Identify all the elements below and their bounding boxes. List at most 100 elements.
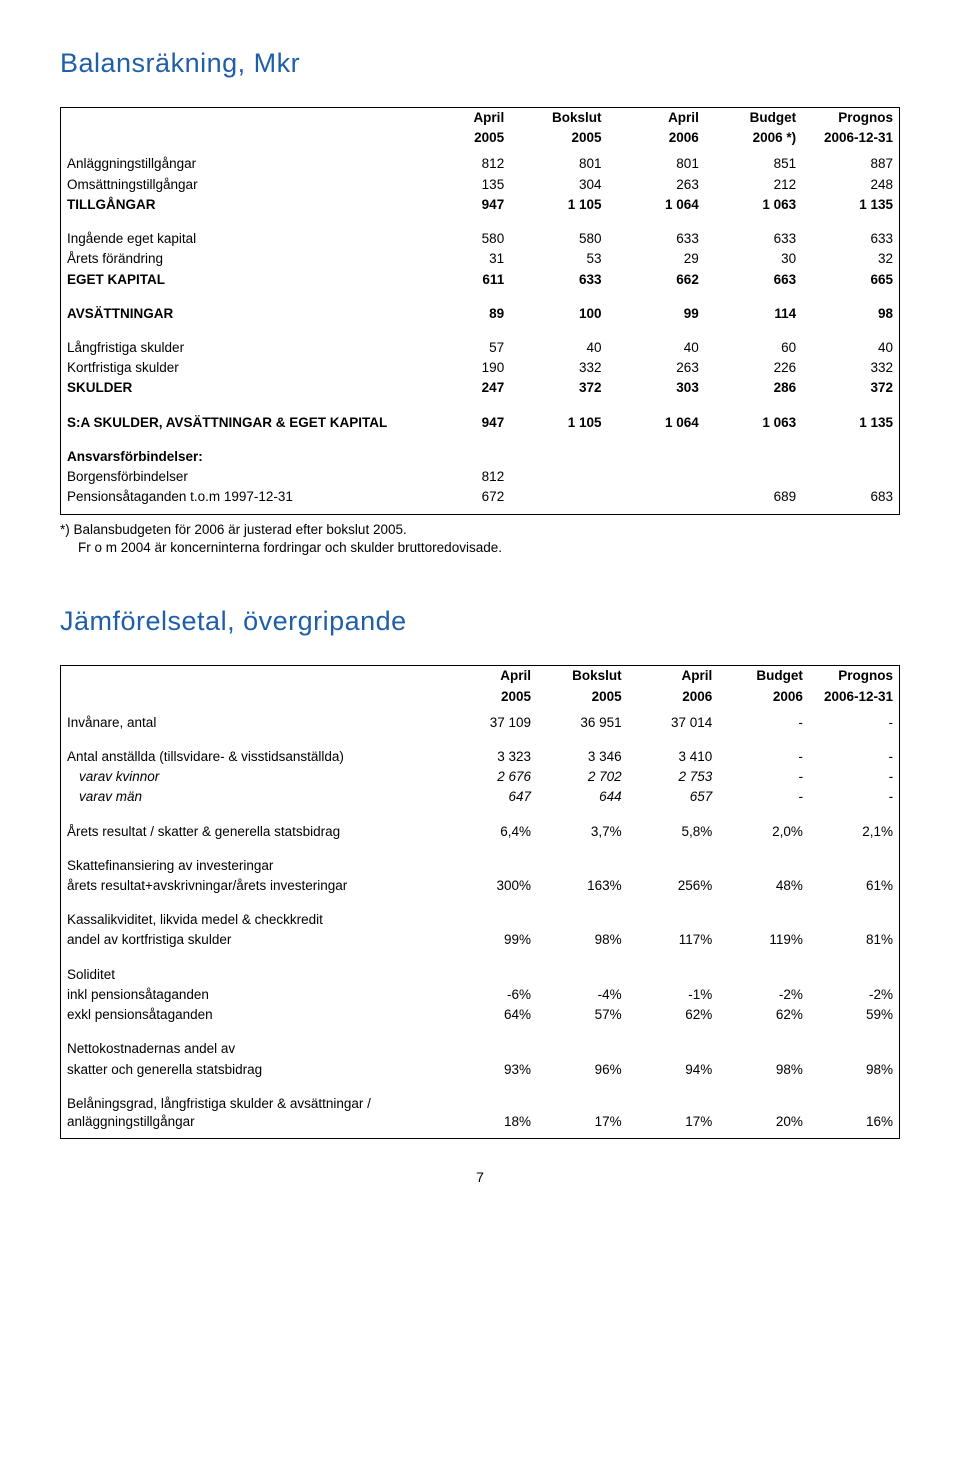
cell-value: 17% xyxy=(537,1094,628,1132)
cell-value: 81% xyxy=(809,930,900,950)
cell-value: 812 xyxy=(413,154,510,174)
cell-value: 98% xyxy=(537,930,628,950)
cell-value: 60 xyxy=(705,338,802,358)
cell-value: 2,0% xyxy=(718,822,809,842)
cell-value xyxy=(802,447,899,467)
cell-value: 372 xyxy=(802,378,899,398)
cell-value xyxy=(446,910,537,930)
col-header: 2005 xyxy=(446,687,537,707)
col-header: 2005 xyxy=(537,687,628,707)
cell-value: 226 xyxy=(705,358,802,378)
cell-value xyxy=(510,487,607,507)
col-header: 2006-12-31 xyxy=(802,128,899,148)
cell-value: 99% xyxy=(446,930,537,950)
page-number: 7 xyxy=(60,1169,900,1185)
cell-value: 57% xyxy=(537,1005,628,1025)
cell-value: 663 xyxy=(705,270,802,290)
cell-value xyxy=(510,467,607,487)
row-label: Anläggningstillgångar xyxy=(61,154,413,174)
col-header: Prognos xyxy=(802,108,899,129)
cell-value: 94% xyxy=(628,1060,719,1080)
cell-value xyxy=(718,965,809,985)
cell-value: 29 xyxy=(608,249,705,269)
footnote: Fr o m 2004 är koncerninterna fordringar… xyxy=(60,539,900,558)
cell-value: 40 xyxy=(510,338,607,358)
cell-value: 947 xyxy=(413,413,510,433)
cell-value: 3 346 xyxy=(537,747,628,767)
cell-value: -2% xyxy=(809,985,900,1005)
cell-value xyxy=(802,467,899,487)
row-label: exkl pensionsåtaganden xyxy=(61,1005,447,1025)
cell-value: -4% xyxy=(537,985,628,1005)
cell-value: - xyxy=(718,767,809,787)
cell-value: 2 702 xyxy=(537,767,628,787)
cell-value xyxy=(809,910,900,930)
col-header: April xyxy=(608,108,705,129)
row-label: Belåningsgrad, långfristiga skulder & av… xyxy=(61,1094,447,1132)
cell-value: 6,4% xyxy=(446,822,537,842)
cell-value: 332 xyxy=(510,358,607,378)
row-label: inkl pensionsåtaganden xyxy=(61,985,447,1005)
cell-value: 1 063 xyxy=(705,195,802,215)
row-label: Ingående eget kapital xyxy=(61,229,413,249)
cell-value: 300% xyxy=(446,876,537,896)
cell-value: 119% xyxy=(718,930,809,950)
cell-value: 3 410 xyxy=(628,747,719,767)
balance-table: AprilBokslutAprilBudgetPrognos2005200520… xyxy=(60,107,900,515)
footnote: *) Balansbudgeten för 2006 är justerad e… xyxy=(60,521,900,540)
row-label: skatter och generella statsbidrag xyxy=(61,1060,447,1080)
cell-value xyxy=(608,487,705,507)
cell-value: 40 xyxy=(802,338,899,358)
cell-value: 580 xyxy=(413,229,510,249)
cell-value: - xyxy=(809,787,900,807)
cell-value: - xyxy=(718,787,809,807)
cell-value: -1% xyxy=(628,985,719,1005)
cell-value xyxy=(705,447,802,467)
row-label: Soliditet xyxy=(61,965,447,985)
cell-value: 580 xyxy=(510,229,607,249)
row-label: Årets förändring xyxy=(61,249,413,269)
row-label: SKULDER xyxy=(61,378,413,398)
cell-value: 16% xyxy=(809,1094,900,1132)
cell-value xyxy=(809,965,900,985)
row-label: Årets resultat / skatter & generella sta… xyxy=(61,822,447,842)
cell-value: 117% xyxy=(628,930,719,950)
row-label: Ansvarsförbindelser: xyxy=(61,447,413,467)
cell-value: 114 xyxy=(705,304,802,324)
row-label: Nettokostnadernas andel av xyxy=(61,1039,447,1059)
cell-value: 1 064 xyxy=(608,195,705,215)
col-header: Bokslut xyxy=(537,666,628,687)
cell-value xyxy=(510,447,607,467)
cell-value: - xyxy=(809,767,900,787)
cell-value: 32 xyxy=(802,249,899,269)
cell-value xyxy=(537,965,628,985)
cell-value xyxy=(608,447,705,467)
cell-value: 57 xyxy=(413,338,510,358)
cell-value: 62% xyxy=(628,1005,719,1025)
cell-value: 61% xyxy=(809,876,900,896)
cell-value: 48% xyxy=(718,876,809,896)
cell-value: 37 109 xyxy=(446,713,537,733)
row-label: Antal anställda (tillsvidare- & visstids… xyxy=(61,747,447,767)
row-label: AVSÄTTNINGAR xyxy=(61,304,413,324)
row-label: andel av kortfristiga skulder xyxy=(61,930,447,950)
cell-value: 1 105 xyxy=(510,413,607,433)
cell-value: 801 xyxy=(510,154,607,174)
cell-value: 812 xyxy=(413,467,510,487)
cell-value: 248 xyxy=(802,175,899,195)
cell-value: 59% xyxy=(809,1005,900,1025)
cell-value: - xyxy=(718,713,809,733)
cell-value: -6% xyxy=(446,985,537,1005)
cell-value: 611 xyxy=(413,270,510,290)
cell-value: 31 xyxy=(413,249,510,269)
row-label: Långfristiga skulder xyxy=(61,338,413,358)
row-label: varav kvinnor xyxy=(61,767,447,787)
cell-value: 947 xyxy=(413,195,510,215)
col-header: 2006-12-31 xyxy=(809,687,900,707)
cell-value: 36 951 xyxy=(537,713,628,733)
cell-value: 98% xyxy=(718,1060,809,1080)
cell-value: 1 064 xyxy=(608,413,705,433)
col-header: 2006 xyxy=(608,128,705,148)
cell-value: - xyxy=(809,747,900,767)
col-header: 2005 xyxy=(510,128,607,148)
